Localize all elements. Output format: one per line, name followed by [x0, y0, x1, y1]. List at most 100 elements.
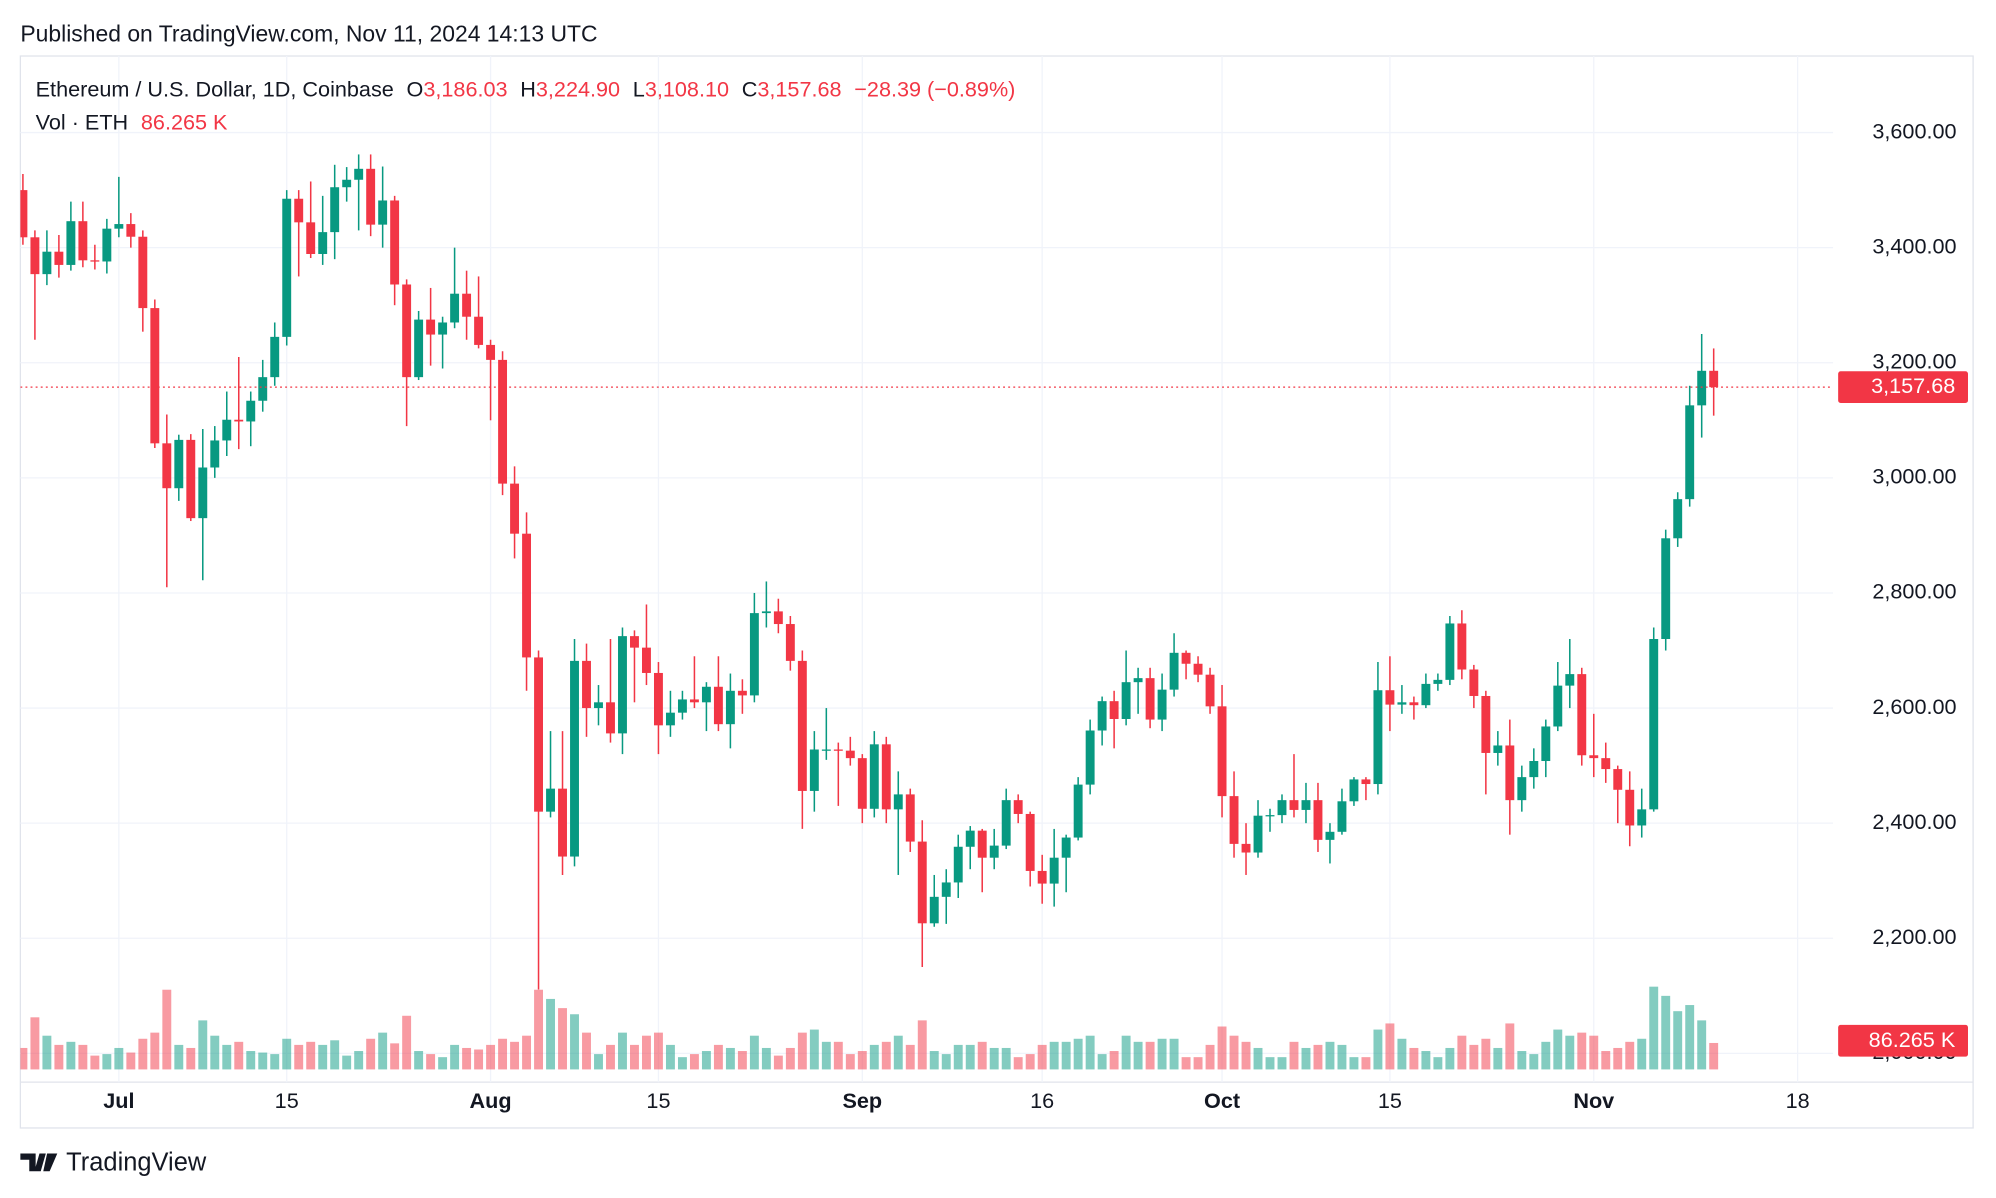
low-value: 3,108.10	[645, 76, 729, 101]
candle-body	[1301, 800, 1311, 810]
axes: 2,000.002,200.002,400.002,600.002,800.00…	[103, 118, 1956, 1113]
candle-body	[893, 794, 903, 810]
volume-bar	[797, 1032, 807, 1070]
volume-bar	[486, 1044, 496, 1070]
volume-bar	[1169, 1038, 1179, 1070]
high-value: 3,224.90	[536, 76, 620, 101]
volume-bar	[1541, 1041, 1551, 1070]
candle-body	[138, 236, 148, 309]
x-tick-label: 18	[1786, 1088, 1810, 1113]
candle-body	[1001, 800, 1011, 846]
candle-body	[486, 344, 496, 360]
candle-body	[1097, 701, 1107, 731]
candle-body	[1541, 726, 1551, 762]
candle-body	[1709, 370, 1719, 388]
candle-body	[1697, 370, 1707, 406]
candle-body	[462, 293, 472, 317]
last-price-label: 3,157.68	[1871, 373, 1955, 398]
candle-body	[1073, 784, 1083, 838]
last-volume-badge	[1838, 1024, 1968, 1057]
volume-bar	[965, 1044, 975, 1070]
candle-body	[1661, 538, 1671, 640]
volume-bar	[1649, 986, 1659, 1070]
candle-body	[354, 168, 364, 180]
volume-bar	[1085, 1035, 1095, 1070]
volume-bar	[653, 1032, 663, 1070]
candle-body	[737, 690, 747, 696]
y-tick-label: 3,400.00	[1872, 233, 1956, 258]
volume-bar	[270, 1054, 280, 1070]
volume-bar	[1505, 1023, 1515, 1070]
candle-body	[306, 222, 316, 254]
volume-bar	[989, 1047, 999, 1070]
volume-bar	[1481, 1038, 1491, 1070]
candle-body	[1565, 674, 1575, 686]
candle-body	[665, 712, 675, 726]
volume-bar	[1181, 1057, 1191, 1070]
candle-body	[1637, 809, 1647, 826]
legend-line: Ethereum / U.S. Dollar, 1D, Coinbase O3,1…	[36, 76, 1016, 101]
candle-body	[1169, 652, 1179, 690]
candle-body	[1373, 690, 1383, 785]
volume-bar	[1277, 1057, 1287, 1070]
candle-body	[1577, 674, 1587, 756]
volume-bar	[510, 1041, 520, 1070]
volume-bar	[1337, 1044, 1347, 1070]
candle-body	[725, 690, 735, 725]
candle-body	[1553, 685, 1563, 727]
candle-body	[378, 200, 388, 225]
candle-body	[258, 377, 268, 401]
volume-bar	[282, 1038, 292, 1070]
volume-bar	[246, 1051, 256, 1070]
x-tick-label: 15	[646, 1088, 670, 1113]
price-badges: 3,157.68 86.265 K	[1838, 371, 1968, 1057]
candle-body	[282, 198, 292, 337]
volume-bar	[330, 1040, 340, 1070]
candle-body	[390, 200, 400, 285]
candle-body	[30, 237, 40, 275]
volume-bar	[30, 1017, 40, 1070]
volume-bar	[761, 1047, 771, 1070]
volume-legend: Vol · ETH 86.265 K	[36, 109, 228, 134]
volume-bar	[1385, 1023, 1395, 1070]
volume-bar	[54, 1044, 64, 1070]
volume-bar	[174, 1044, 184, 1070]
candle-body	[1289, 800, 1299, 810]
candle-body	[761, 611, 771, 614]
candle-body	[1157, 689, 1167, 720]
candle-body	[402, 284, 412, 378]
candle-body	[1181, 652, 1191, 664]
candle-body	[1277, 800, 1287, 816]
volume-bar	[1457, 1035, 1467, 1070]
volume-bar	[426, 1054, 436, 1070]
volume-bar	[390, 1043, 400, 1070]
candle-body	[1445, 623, 1455, 680]
volume-bar	[725, 1047, 735, 1070]
candle-body	[1109, 701, 1119, 720]
volume-bar	[462, 1047, 472, 1070]
candle-body	[653, 672, 663, 726]
volume-bar	[1409, 1047, 1419, 1070]
y-tick-label: 2,400.00	[1872, 809, 1956, 834]
y-tick-label: 3,200.00	[1872, 348, 1956, 373]
candle-body	[1085, 730, 1095, 785]
candle-body	[941, 882, 951, 897]
candle-body	[785, 624, 795, 661]
high-label: H	[520, 76, 536, 101]
logo-mark	[20, 1153, 58, 1172]
volume-bar	[534, 989, 543, 1070]
candle-body	[1061, 837, 1071, 858]
candle-body	[1433, 679, 1443, 684]
y-tick-label: 2,200.00	[1872, 924, 1956, 949]
candle-body	[1205, 674, 1215, 707]
candle-body	[821, 749, 831, 751]
candle-body	[1025, 813, 1035, 871]
candle-body	[1361, 779, 1371, 785]
volume-bar	[953, 1044, 963, 1070]
y-tick-label: 3,000.00	[1872, 464, 1956, 489]
volume-bar	[222, 1044, 232, 1070]
footer-logo: TradingView	[20, 1148, 207, 1176]
candle-body	[1217, 706, 1227, 797]
candle-body	[174, 439, 184, 489]
candle-body	[366, 168, 376, 225]
